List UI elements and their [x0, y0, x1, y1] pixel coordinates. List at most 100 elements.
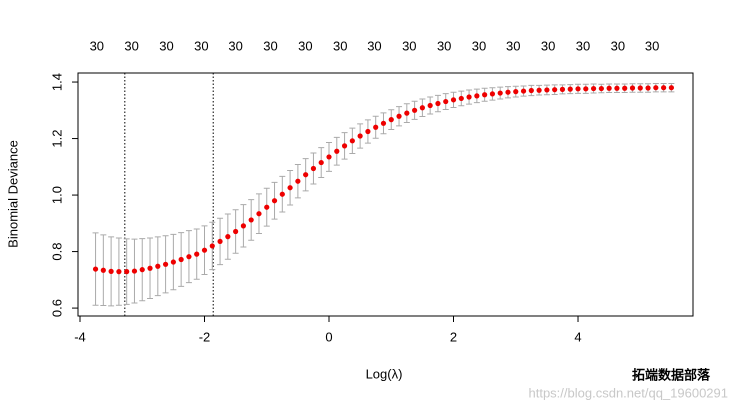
point: [614, 85, 620, 91]
point: [271, 198, 278, 204]
y-tick-label: 1.0: [49, 186, 64, 204]
point: [513, 89, 519, 95]
point: [124, 269, 130, 275]
x-tick-label: 2: [450, 329, 457, 344]
point: [373, 124, 379, 130]
top-tick-label: 30: [402, 38, 416, 53]
point: [544, 87, 550, 93]
point: [622, 85, 628, 91]
point: [482, 92, 488, 98]
plot-frame: [77, 72, 694, 317]
x-tick-label: -2: [199, 329, 211, 344]
point: [209, 243, 215, 249]
point: [505, 89, 511, 95]
point: [240, 223, 247, 229]
point: [629, 85, 636, 91]
point: [404, 110, 410, 116]
point: [334, 148, 340, 154]
x-tick-label: 0: [325, 329, 332, 344]
point: [552, 87, 558, 93]
point: [637, 85, 643, 91]
top-tick-label: 30: [437, 38, 451, 53]
point: [116, 269, 122, 275]
point: [341, 143, 348, 149]
point: [590, 85, 597, 92]
point: [567, 86, 573, 92]
point: [427, 102, 433, 109]
top-tick-label: 30: [124, 38, 138, 53]
x-tick-label: 4: [574, 329, 581, 344]
point: [310, 165, 317, 172]
point: [489, 91, 496, 97]
y-axis-label: Binomial Deviance: [5, 140, 20, 248]
point: [131, 268, 138, 274]
top-tick-label: 30: [228, 38, 242, 53]
top-tick-label: 30: [506, 38, 520, 53]
point: [155, 263, 161, 269]
point: [443, 98, 449, 105]
point: [450, 97, 457, 103]
point: [474, 93, 480, 99]
y-tick-label: 0.8: [49, 243, 64, 261]
point: [256, 211, 262, 217]
y-tick-label: 1.4: [49, 73, 64, 91]
point: [100, 267, 106, 273]
point: [396, 113, 402, 119]
point: [295, 178, 301, 184]
x-tick-label: -4: [74, 329, 86, 344]
top-tick-label: 30: [576, 38, 590, 53]
point: [653, 85, 659, 91]
point: [108, 268, 114, 274]
point: [528, 87, 534, 94]
point: [349, 138, 355, 144]
watermark-url: https://blog.csdn.net/qq_19600291: [529, 385, 729, 400]
x-axis-label: Log(λ): [366, 366, 403, 381]
point: [583, 86, 589, 92]
top-tick-label: 30: [298, 38, 312, 53]
point: [194, 251, 200, 257]
point: [279, 191, 285, 197]
point: [435, 100, 441, 107]
point: [380, 120, 387, 126]
point: [178, 256, 184, 263]
point: [419, 105, 425, 111]
point: [497, 90, 503, 96]
point: [661, 85, 667, 91]
point: [225, 234, 231, 240]
point: [466, 94, 472, 100]
point: [536, 87, 542, 93]
point: [170, 259, 176, 265]
point: [365, 128, 371, 135]
top-tick-label: 30: [263, 38, 277, 53]
point: [412, 107, 418, 113]
point: [248, 217, 254, 223]
point: [139, 267, 145, 273]
point: [303, 172, 309, 178]
point: [92, 266, 99, 272]
point: [326, 154, 332, 160]
top-tick-label: 30: [611, 38, 625, 53]
y-tick-label: 0.6: [49, 299, 64, 317]
point: [598, 85, 604, 92]
point: [162, 261, 169, 267]
point: [147, 265, 153, 271]
watermark-brand: 拓端数据部落: [632, 367, 711, 382]
point: [520, 88, 527, 94]
point: [357, 133, 363, 139]
point: [318, 159, 324, 166]
point: [287, 185, 293, 191]
point: [264, 204, 270, 210]
point: [388, 117, 394, 123]
top-tick-label: 30: [90, 38, 104, 53]
top-tick-label: 30: [367, 38, 381, 53]
point: [559, 86, 566, 92]
point: [645, 85, 651, 91]
point: [668, 85, 674, 91]
top-tick-label: 30: [645, 38, 659, 53]
top-tick-label: 30: [194, 38, 208, 53]
point: [233, 228, 239, 235]
point: [575, 86, 581, 92]
y-tick-label: 1.2: [49, 130, 64, 148]
top-tick-label: 30: [159, 38, 173, 53]
